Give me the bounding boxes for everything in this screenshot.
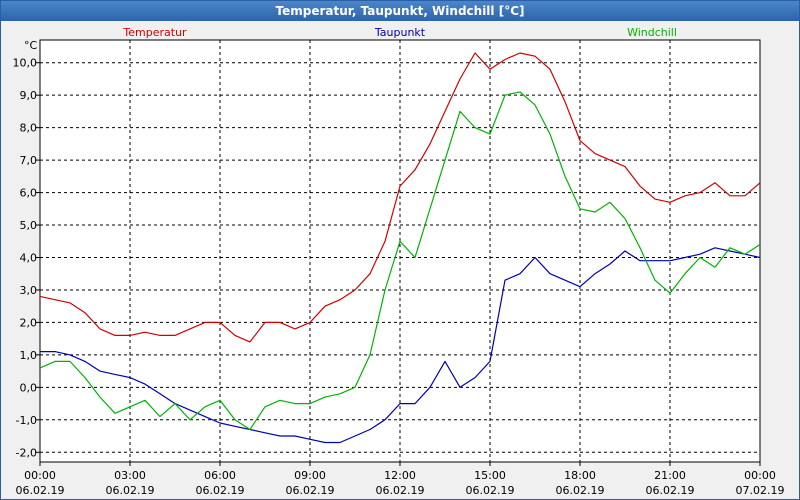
series-line-taupunkt: [40, 247, 761, 444]
y-tick-label: 9,0: [20, 89, 38, 102]
x-tick-date-label: 06.02.19: [556, 484, 605, 497]
x-tick-time-label: 00:00: [744, 469, 776, 482]
y-tick-label: 10,0: [13, 57, 38, 70]
x-tick-date-label: 07.02.19: [736, 484, 785, 497]
x-tick-time-label: 00:00: [24, 469, 56, 482]
x-tick-date-label: 06.02.19: [286, 484, 335, 497]
x-tick-date-label: 06.02.19: [646, 484, 695, 497]
y-tick-label: 6,0: [20, 187, 38, 200]
x-tick-time-label: 18:00: [564, 469, 596, 482]
series-line-temperatur: [39, 52, 761, 343]
x-tick-time-label: 06:00: [204, 469, 236, 482]
x-tick-time-label: 12:00: [384, 469, 416, 482]
y-tick-label: 8,0: [20, 122, 38, 135]
x-tick-date-label: 06.02.19: [196, 484, 245, 497]
x-tick-date-label: 06.02.19: [16, 484, 65, 497]
y-tick-label: 4,0: [20, 251, 38, 264]
x-tick-date-label: 06.02.19: [376, 484, 425, 497]
y-tick-label: 5,0: [20, 219, 38, 232]
y-axis-unit: °C: [24, 39, 38, 52]
x-tick-date-label: 06.02.19: [106, 484, 155, 497]
legend-windchill: Windchill: [627, 26, 677, 39]
x-tick-date-label: 06.02.19: [466, 484, 515, 497]
x-tick-time-label: 21:00: [654, 469, 686, 482]
y-tick-label: 2,0: [20, 316, 38, 329]
legend-temperatur: Temperatur: [122, 26, 187, 39]
legend-taupunkt: Taupunkt: [374, 26, 426, 39]
y-tick-label: -1,0: [16, 414, 37, 427]
y-tick-label: 7,0: [20, 154, 38, 167]
y-tick-label: 0,0: [20, 381, 38, 394]
y-tick-label: 3,0: [20, 284, 38, 297]
window-title: Temperatur, Taupunkt, Windchill [°C]: [1, 1, 799, 21]
x-tick-time-label: 09:00: [294, 469, 326, 482]
series-line-windchill: [39, 91, 761, 431]
x-tick-time-label: 15:00: [474, 469, 506, 482]
y-tick-label: -2,0: [16, 446, 37, 459]
y-tick-label: 1,0: [20, 349, 38, 362]
x-tick-time-label: 03:00: [114, 469, 146, 482]
